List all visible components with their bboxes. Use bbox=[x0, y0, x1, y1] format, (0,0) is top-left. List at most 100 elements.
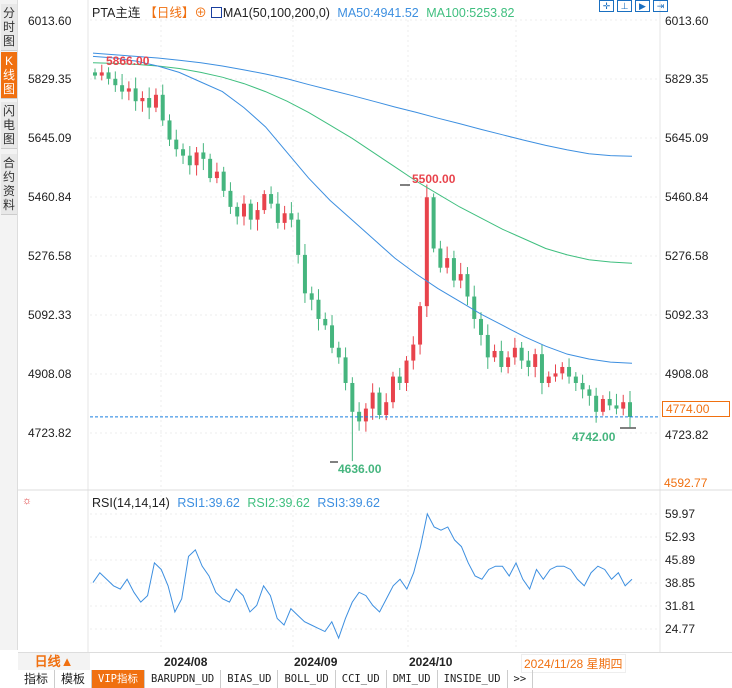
candle-body bbox=[363, 408, 368, 422]
step-icon[interactable]: ▶ bbox=[635, 0, 650, 12]
candle-body bbox=[390, 376, 395, 403]
period-label[interactable]: 【日线】 bbox=[144, 6, 195, 20]
candle-body bbox=[512, 347, 517, 358]
zoom-range-icon[interactable]: ⊥ bbox=[617, 0, 632, 12]
ma100-line bbox=[92, 62, 633, 264]
candle-body bbox=[580, 382, 585, 390]
candle-body bbox=[567, 366, 572, 377]
candle-body bbox=[384, 402, 389, 416]
current-price-label: 4774.00 bbox=[662, 401, 730, 417]
annotation-low: 4742.00 bbox=[572, 430, 616, 444]
candle-body bbox=[479, 318, 484, 335]
rsi-line bbox=[92, 512, 633, 640]
tab-inside[interactable]: INSIDE_UD bbox=[438, 670, 508, 688]
candle-body bbox=[431, 197, 436, 249]
candle-body bbox=[282, 213, 287, 223]
candle-body bbox=[262, 194, 267, 211]
candle-body bbox=[289, 213, 294, 220]
candle-body bbox=[499, 350, 504, 367]
candle-body bbox=[106, 72, 111, 79]
candle-body bbox=[133, 88, 138, 102]
price-tick-right: 5645.09 bbox=[665, 130, 709, 145]
rsi2-value: RSI2:39.62 bbox=[247, 496, 310, 510]
indicator-icon bbox=[210, 7, 222, 18]
tab-indicator[interactable]: 指标 bbox=[18, 670, 56, 688]
candle-body bbox=[343, 357, 348, 383]
candle-body bbox=[600, 398, 605, 412]
candle-body bbox=[187, 155, 192, 166]
candle-body bbox=[458, 274, 463, 281]
price-tick-left: 5092.33 bbox=[28, 307, 72, 322]
kline-chart[interactable] bbox=[0, 0, 732, 652]
tab-bias[interactable]: BIAS_UD bbox=[221, 670, 279, 688]
tab-more[interactable]: >> bbox=[508, 670, 534, 688]
candle-body bbox=[93, 72, 97, 76]
ma50-line bbox=[92, 55, 633, 364]
period-selector[interactable]: 日线▲ bbox=[18, 653, 90, 670]
tab-time-chart[interactable]: 分时图 bbox=[1, 4, 17, 51]
candle-body bbox=[519, 347, 524, 361]
date-axis: 日线▲ 2024/08 2024/09 2024/10 2024/11/28 星… bbox=[18, 652, 732, 673]
candle-body bbox=[560, 366, 565, 374]
tab-dmi[interactable]: DMI_UD bbox=[387, 670, 438, 688]
candle-body bbox=[194, 152, 199, 166]
candle-body bbox=[485, 334, 490, 358]
price-tick-right: 5092.33 bbox=[665, 307, 709, 322]
candle-body bbox=[330, 325, 335, 348]
chart-header: PTA主连 【日线】⊕ MA1(50,100,200,0) MA50:4941.52… bbox=[92, 2, 518, 21]
rsi-tick: 59.97 bbox=[665, 507, 696, 521]
candle-body bbox=[302, 254, 307, 294]
price-tick-left: 5645.09 bbox=[28, 130, 72, 145]
price-tick-right: 6013.60 bbox=[665, 14, 709, 28]
price-tick-right: 5460.84 bbox=[665, 189, 709, 204]
candle-body bbox=[465, 274, 470, 297]
candle-body bbox=[546, 376, 551, 383]
candle-body bbox=[377, 392, 382, 416]
candle-body bbox=[248, 203, 253, 220]
tab-vip-indicator[interactable]: VIP指标 bbox=[92, 670, 145, 688]
candle-body bbox=[126, 88, 131, 92]
forward-icon[interactable]: ⇥ bbox=[653, 0, 668, 12]
tab-flash-chart[interactable]: 闪电图 bbox=[1, 102, 17, 149]
date-label: 2024/08 bbox=[164, 655, 208, 669]
candle-body bbox=[411, 344, 416, 361]
candle-body bbox=[438, 248, 443, 268]
price-tick-left: 4908.08 bbox=[28, 366, 72, 381]
bottom-price-label: 4592.77 bbox=[664, 476, 708, 490]
rsi1-value: RSI1:39.62 bbox=[177, 496, 240, 510]
price-tick-left: 6013.60 bbox=[28, 14, 72, 28]
candle-body bbox=[607, 398, 612, 406]
tab-barupdn[interactable]: BARUPDN_UD bbox=[145, 670, 222, 688]
symbol-name: PTA主连 bbox=[92, 6, 141, 20]
candle-body bbox=[153, 94, 158, 108]
candle-body bbox=[296, 219, 301, 255]
candle-body bbox=[506, 357, 511, 367]
indicator-name[interactable]: MA1(50,100,200,0) bbox=[222, 6, 330, 20]
crosshair-icon[interactable]: ✛ bbox=[599, 0, 614, 12]
candle-body bbox=[323, 318, 328, 326]
add-icon[interactable]: ⊕ bbox=[194, 6, 207, 20]
candle-body bbox=[181, 149, 186, 156]
price-tick-right: 5276.58 bbox=[665, 248, 709, 263]
date-label: 2024/10 bbox=[409, 655, 453, 669]
candle-body bbox=[120, 85, 125, 92]
ma200-line bbox=[92, 52, 633, 157]
candle-body bbox=[336, 347, 341, 358]
price-tick-left: 4723.82 bbox=[28, 425, 72, 440]
tab-template[interactable]: 模板 bbox=[55, 670, 93, 688]
settings-icon[interactable]: ☼ bbox=[22, 495, 33, 507]
candle-body bbox=[140, 98, 145, 102]
price-tick-left: 5460.84 bbox=[28, 189, 72, 204]
candle-body bbox=[628, 402, 632, 417]
candle-body bbox=[255, 210, 260, 220]
candle-body bbox=[99, 72, 104, 76]
rsi-title: RSI(14,14,14) bbox=[92, 496, 170, 510]
ma100-value: MA100:5253.82 bbox=[426, 6, 515, 20]
candle-body bbox=[424, 197, 429, 307]
tab-contract-info[interactable]: 合约资料 bbox=[1, 154, 17, 215]
tab-cci[interactable]: CCI_UD bbox=[336, 670, 387, 688]
tab-kline[interactable]: K线图 bbox=[1, 52, 17, 99]
candle-body bbox=[587, 389, 592, 396]
tab-boll[interactable]: BOLL_UD bbox=[278, 670, 336, 688]
candle-body bbox=[614, 405, 619, 409]
